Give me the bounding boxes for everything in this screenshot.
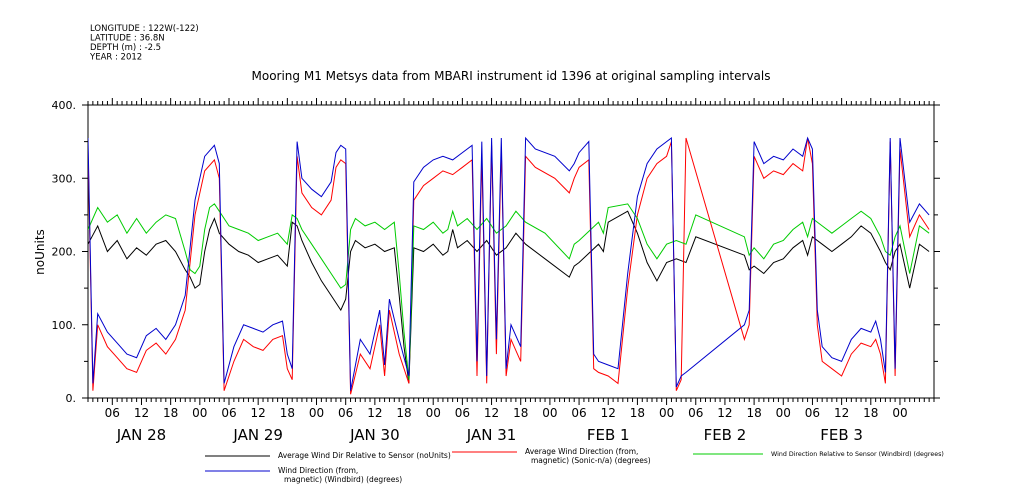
x-day-label: FEB 3: [820, 426, 863, 444]
metadata-header: LONGITUDE : 122W(-122)LATITUDE : 36.8NDE…: [89, 24, 199, 63]
header-line: LONGITUDE : 122W(-122): [90, 24, 199, 34]
x-tick-label: 12: [251, 406, 266, 420]
x-tick-label: 06: [571, 406, 586, 420]
y-tick-label: 300.: [52, 172, 77, 185]
x-tick-label: 12: [484, 406, 499, 420]
x-tick-label: 00: [892, 406, 907, 420]
x-axis-ticks: 06 12 18 00 06 12 18 00 06 12 18 00 06 12 18 00 06 12 18 00…: [87, 98, 935, 444]
y-tick-label: 0.: [66, 392, 77, 405]
legend-label-line: magnetic) (Sonic-n/a) (degrees): [531, 456, 651, 465]
x-tick-label: 12: [134, 406, 149, 420]
series-group: [88, 136, 930, 395]
x-tick-label: 06: [338, 406, 353, 420]
x-tick-label: 18: [513, 406, 528, 420]
x-tick-label: 00: [309, 406, 324, 420]
x-tick-label: 12: [834, 406, 849, 420]
y-axis-label: noUnits: [33, 229, 47, 275]
x-tick-label: 18: [280, 406, 295, 420]
x-tick-label: 18: [396, 406, 411, 420]
legend-label-1: Average Wind Dir Relative to Sensor (noU…: [278, 451, 451, 460]
y-tick-label: 400.: [52, 99, 77, 112]
x-tick-label: 18: [163, 406, 178, 420]
legend-label-2: Average Wind Direction (from, magnetic) (…: [525, 447, 651, 465]
y-tick-label: 100.: [52, 319, 77, 332]
x-day-label: JAN 29: [232, 426, 283, 444]
x-tick-label: 00: [776, 406, 791, 420]
legend-label-4: Wind Direction (from, magnetic) (Windbird…: [278, 466, 402, 484]
series-line-3: [88, 203, 930, 380]
x-tick-label: 06: [455, 406, 470, 420]
x-tick-label: 18: [630, 406, 645, 420]
x-tick-label: 12: [601, 406, 616, 420]
x-tick-label: 18: [746, 406, 761, 420]
chart-title: Mooring M1 Metsys data from MBARI instru…: [252, 69, 771, 83]
y-axis-ticks: 0. 100. 200. 300. 400.: [52, 99, 940, 405]
header-line: DEPTH (m) : -2.5: [90, 43, 161, 53]
x-tick-label: 06: [105, 406, 120, 420]
x-day-label: FEB 2: [704, 426, 747, 444]
legend-label-3: Wind Direction Relative to Sensor (Windb…: [771, 451, 944, 458]
y-tick-label: 200.: [52, 246, 77, 259]
x-day-label: FEB 1: [587, 426, 630, 444]
legend-label-line: Average Wind Direction (from,: [525, 447, 638, 456]
legend: Average Wind Dir Relative to Sensor (noU…: [205, 447, 944, 484]
x-tick-label: 00: [426, 406, 441, 420]
series-line-1: [88, 210, 930, 384]
x-tick-label: 18: [863, 406, 878, 420]
x-tick-label: 06: [221, 406, 236, 420]
legend-label-line: magnetic) (Windbird) (degrees): [284, 475, 402, 484]
x-tick-label: 12: [717, 406, 732, 420]
x-tick-label: 00: [659, 406, 674, 420]
series-line-4: [88, 136, 930, 391]
x-tick-label: 00: [192, 406, 207, 420]
x-tick-label: 00: [542, 406, 557, 420]
legend-label-line: Wind Direction (from,: [278, 466, 358, 475]
series-line-2: [88, 137, 930, 395]
x-tick-label: 12: [367, 406, 382, 420]
header-line: YEAR : 2012: [89, 53, 142, 63]
x-tick-label: 06: [805, 406, 820, 420]
x-day-label: JAN 28: [116, 426, 167, 444]
x-day-label: JAN 30: [349, 426, 400, 444]
x-day-label: JAN 31: [466, 426, 517, 444]
header-line: LATITUDE : 36.8N: [90, 34, 165, 44]
x-tick-label: 06: [688, 406, 703, 420]
